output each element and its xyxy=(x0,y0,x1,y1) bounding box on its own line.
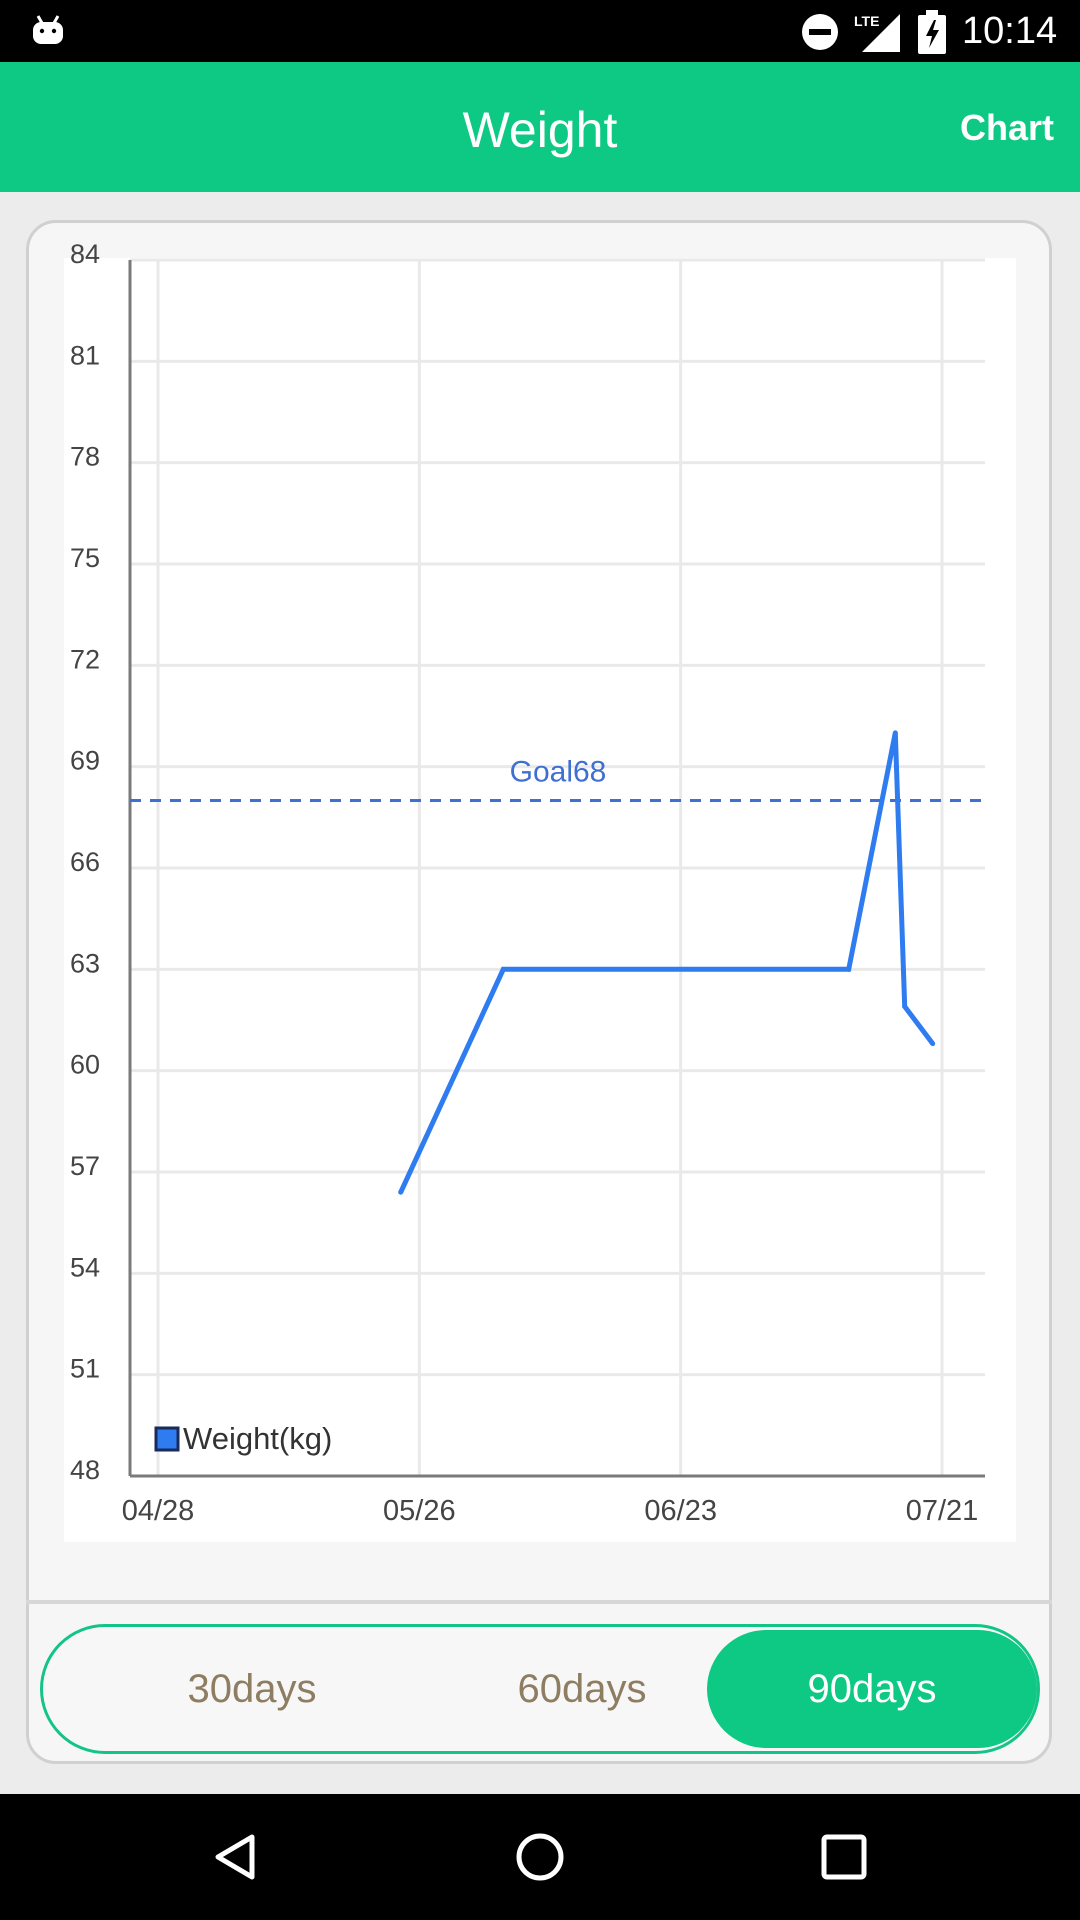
y-tick-label: 48 xyxy=(70,1455,100,1485)
range-selector: 30days 60days 90days xyxy=(40,1624,1040,1754)
x-tick-label: 06/23 xyxy=(644,1495,717,1527)
page-title: Weight xyxy=(462,102,618,158)
x-tick-label: 04/28 xyxy=(122,1495,195,1527)
weight-chart: 48 51 54 57 60 63 66 69 72 75 78 81 84 04/28 05/26 06/2… xyxy=(64,239,1016,1542)
legend-swatch xyxy=(154,1426,180,1452)
y-tick-label: 66 xyxy=(70,847,100,877)
weight-data-point xyxy=(892,730,898,736)
y-tick-label: 63 xyxy=(70,948,100,978)
x-tick-label: 05/26 xyxy=(383,1495,456,1527)
y-tick-label: 84 xyxy=(70,239,100,269)
back-icon[interactable] xyxy=(206,1827,266,1887)
y-tick-label: 51 xyxy=(70,1354,100,1384)
chart-button[interactable]: Chart xyxy=(959,107,1054,148)
range-30days-button[interactable]: 30days xyxy=(187,1666,317,1711)
y-tick-label: 57 xyxy=(70,1151,100,1181)
weight-data-point xyxy=(500,966,506,972)
weight-data-point xyxy=(398,1189,404,1195)
android-icon xyxy=(33,15,63,44)
status-time: 10:14 xyxy=(962,10,1058,52)
app-bar: Weight Chart xyxy=(0,62,1080,192)
recent-apps-icon[interactable] xyxy=(814,1827,874,1887)
range-60days-button[interactable]: 60days xyxy=(517,1666,647,1711)
weight-data-point xyxy=(930,1041,936,1047)
range-90days-button[interactable]: 90days xyxy=(707,1630,1037,1748)
weight-series-line xyxy=(398,732,935,1194)
y-tick-label: 78 xyxy=(70,442,100,472)
lte-signal-icon: LTE xyxy=(854,13,900,52)
y-tick-label: 60 xyxy=(70,1050,100,1080)
do-not-disturb-icon xyxy=(802,14,838,50)
y-tick-label: 75 xyxy=(70,543,100,573)
home-icon[interactable] xyxy=(510,1827,570,1887)
status-bar: LTE 10:14 xyxy=(0,0,1080,62)
battery-charging-icon xyxy=(918,10,946,54)
weight-data-point xyxy=(846,966,852,972)
y-tick-label: 54 xyxy=(70,1252,100,1282)
goal-label: Goal68 xyxy=(510,755,607,788)
network-label: LTE xyxy=(854,13,879,29)
y-tick-label: 69 xyxy=(70,746,100,776)
navigation-bar xyxy=(0,1794,1080,1920)
y-tick-label: 72 xyxy=(70,644,100,674)
legend-label: Weight(kg) xyxy=(183,1421,332,1456)
plot-area xyxy=(64,258,1016,1542)
y-tick-label: 81 xyxy=(70,340,100,370)
weight-data-point xyxy=(902,1003,908,1009)
card-divider xyxy=(26,1600,1052,1604)
x-tick-label: 07/21 xyxy=(906,1495,979,1527)
